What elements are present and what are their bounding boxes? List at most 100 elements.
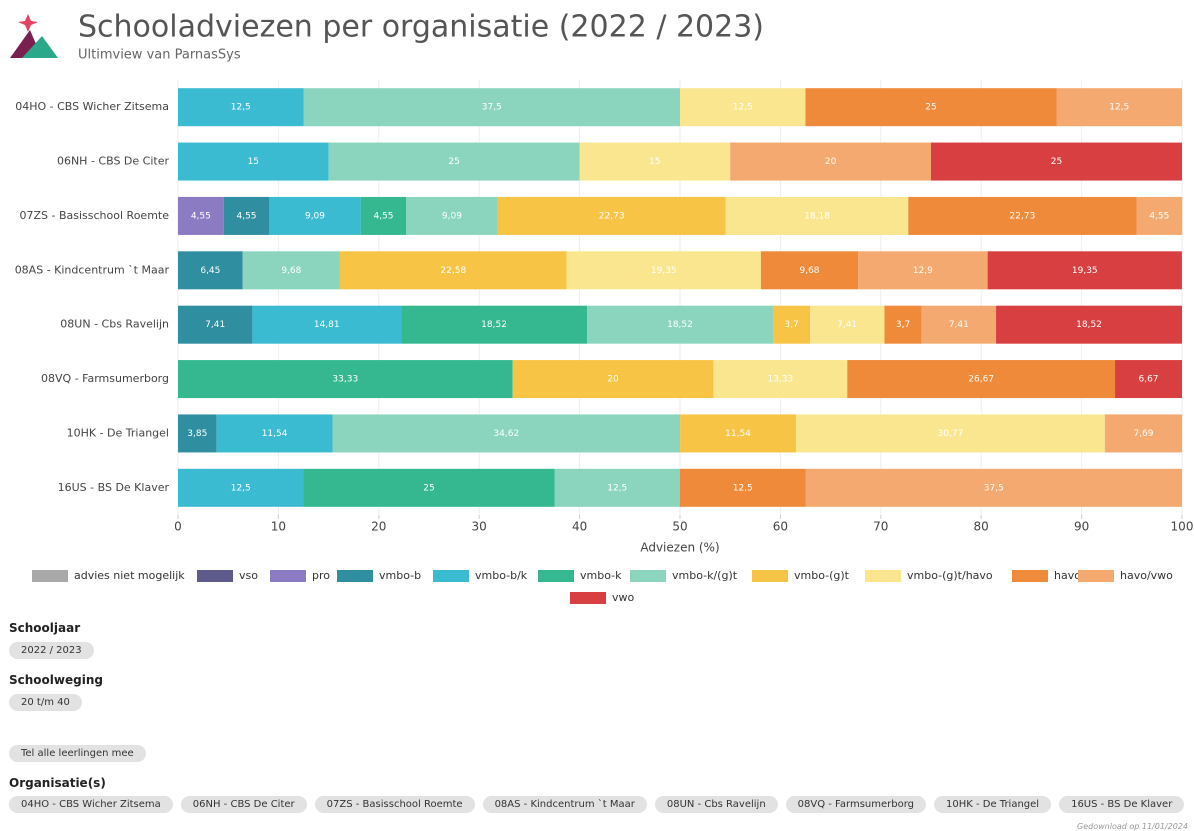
data-label: 37,5: [482, 103, 502, 113]
filter-chip[interactable]: 08AS - Kindcentrum `t Maar: [482, 796, 647, 813]
filter-chip[interactable]: 04HO - CBS Wicher Zitsema: [9, 796, 173, 813]
bar-segment: [680, 88, 806, 127]
filter-chip[interactable]: 10HK - De Triangel: [934, 796, 1052, 813]
filter-chip[interactable]: 16US - BS De Klaver: [1059, 796, 1185, 813]
data-label: 6,45: [200, 266, 220, 276]
bar-segment: [847, 360, 1116, 399]
data-label: 25: [423, 483, 434, 493]
legend-swatch: [865, 570, 901, 582]
bar-segment: [805, 88, 1057, 127]
data-label: 20: [825, 157, 837, 167]
data-label: 7,41: [837, 320, 857, 330]
footer: Gedownload op 11/01/2024: [1077, 822, 1188, 831]
legend-swatch: [32, 570, 68, 582]
data-label: 15: [248, 157, 259, 167]
bar-segment: [512, 360, 714, 399]
bar-segment: [401, 305, 588, 344]
data-label: 7,41: [949, 320, 969, 330]
y-tick-label: 08UN - Cbs Ravelijn: [60, 318, 169, 331]
y-tick-label: 06NH - CBS De Citer: [57, 155, 170, 168]
data-label: 25: [448, 157, 459, 167]
y-tick-label: 04HO - CBS Wicher Zitsema: [15, 100, 169, 113]
data-label: 4,55: [191, 211, 211, 221]
data-label: 22,73: [1010, 211, 1036, 221]
bar-segment: [269, 196, 361, 235]
legend-label: vmbo-(g)t: [794, 569, 850, 582]
bar-segment: [554, 468, 680, 507]
bar-segment: [178, 468, 304, 507]
data-label: 30,77: [938, 429, 964, 439]
data-label: 34,62: [493, 429, 519, 439]
bar-segment: [931, 142, 1182, 181]
bar-segment: [810, 305, 885, 344]
data-label: 25: [1051, 157, 1062, 167]
bar-segment: [328, 142, 580, 181]
chart-subtitle: Ultimview van ParnasSys: [78, 48, 241, 63]
bar-segment: [332, 414, 681, 453]
data-label: 12,5: [733, 483, 753, 493]
bar-segment: [772, 305, 811, 344]
filter-chip[interactable]: 07ZS - Basisschool Roemte: [314, 796, 475, 813]
filter-chip[interactable]: 20 t/m 40: [9, 694, 82, 711]
toggle-chip[interactable]: Tel alle leerlingen mee: [9, 745, 146, 762]
bar-segment: [339, 251, 567, 290]
data-label: 18,52: [1076, 320, 1102, 330]
bar-segment: [987, 251, 1182, 290]
x-tick-label: 60: [773, 520, 788, 534]
filter-chip[interactable]: 2022 / 2023: [9, 642, 94, 659]
filter-chip[interactable]: 06NH - CBS De Citer: [180, 796, 307, 813]
y-tick-label: 07ZS - Basisschool Roemte: [20, 209, 170, 222]
x-tick-label: 100: [1171, 520, 1194, 534]
x-tick-label: 30: [472, 520, 487, 534]
data-label: 9,09: [442, 211, 462, 221]
x-tick-label: 80: [974, 520, 989, 534]
filter-label: Organisatie(s): [9, 776, 106, 790]
bar-segment: [303, 468, 555, 507]
legend-label: vmbo-k/(g)t: [672, 569, 738, 582]
bar-segment: [908, 196, 1137, 235]
bar-segment: [760, 251, 859, 290]
data-label: 22,73: [599, 211, 625, 221]
data-label: 13,33: [767, 375, 793, 385]
bar-segment: [713, 360, 848, 399]
bar-segment: [178, 196, 224, 235]
bar-segment: [566, 251, 761, 290]
filter-chip[interactable]: 08VQ - Farmsumerborg: [785, 796, 926, 813]
filter-label: Schoolweging: [9, 673, 103, 687]
data-label: 9,68: [281, 266, 301, 276]
data-label: 12,5: [1109, 103, 1129, 113]
bar-segment: [303, 88, 680, 127]
data-label: 4,55: [236, 211, 256, 221]
y-tick-label: 16US - BS De Klaver: [58, 481, 170, 494]
y-tick-label: 08VQ - Farmsumerborg: [41, 372, 169, 385]
data-label: 25: [925, 103, 936, 113]
legend-swatch: [752, 570, 788, 582]
x-tick-label: 70: [873, 520, 888, 534]
bar-segment: [252, 305, 402, 344]
x-tick-label: 20: [371, 520, 386, 534]
data-label: 4,55: [373, 211, 393, 221]
data-label: 26,67: [968, 375, 994, 385]
bar-segment: [178, 360, 513, 399]
y-tick-label: 10HK - De Triangel: [67, 426, 169, 439]
legend-label: vmbo-k: [580, 569, 622, 582]
bar-segment: [1056, 88, 1182, 127]
bar-segment: [178, 142, 329, 181]
data-label: 18,52: [667, 320, 693, 330]
data-label: 6,67: [1138, 375, 1158, 385]
bar-segment: [730, 142, 931, 181]
bar-segment: [178, 414, 217, 453]
bar-segment: [921, 305, 997, 344]
data-label: 12,5: [231, 103, 251, 113]
data-label: 33,33: [332, 375, 358, 385]
bar-segment: [579, 142, 731, 181]
filter-chip[interactable]: 08UN - Cbs Ravelijn: [654, 796, 778, 813]
legend-label: havo: [1054, 569, 1081, 582]
bar-segment: [680, 414, 796, 453]
x-axis-label: Adviezen (%): [640, 541, 719, 555]
legend-label: advies niet mogelijk: [74, 569, 185, 582]
bar-segment: [223, 196, 270, 235]
data-label: 9,68: [799, 266, 819, 276]
data-label: 11,54: [262, 429, 288, 439]
